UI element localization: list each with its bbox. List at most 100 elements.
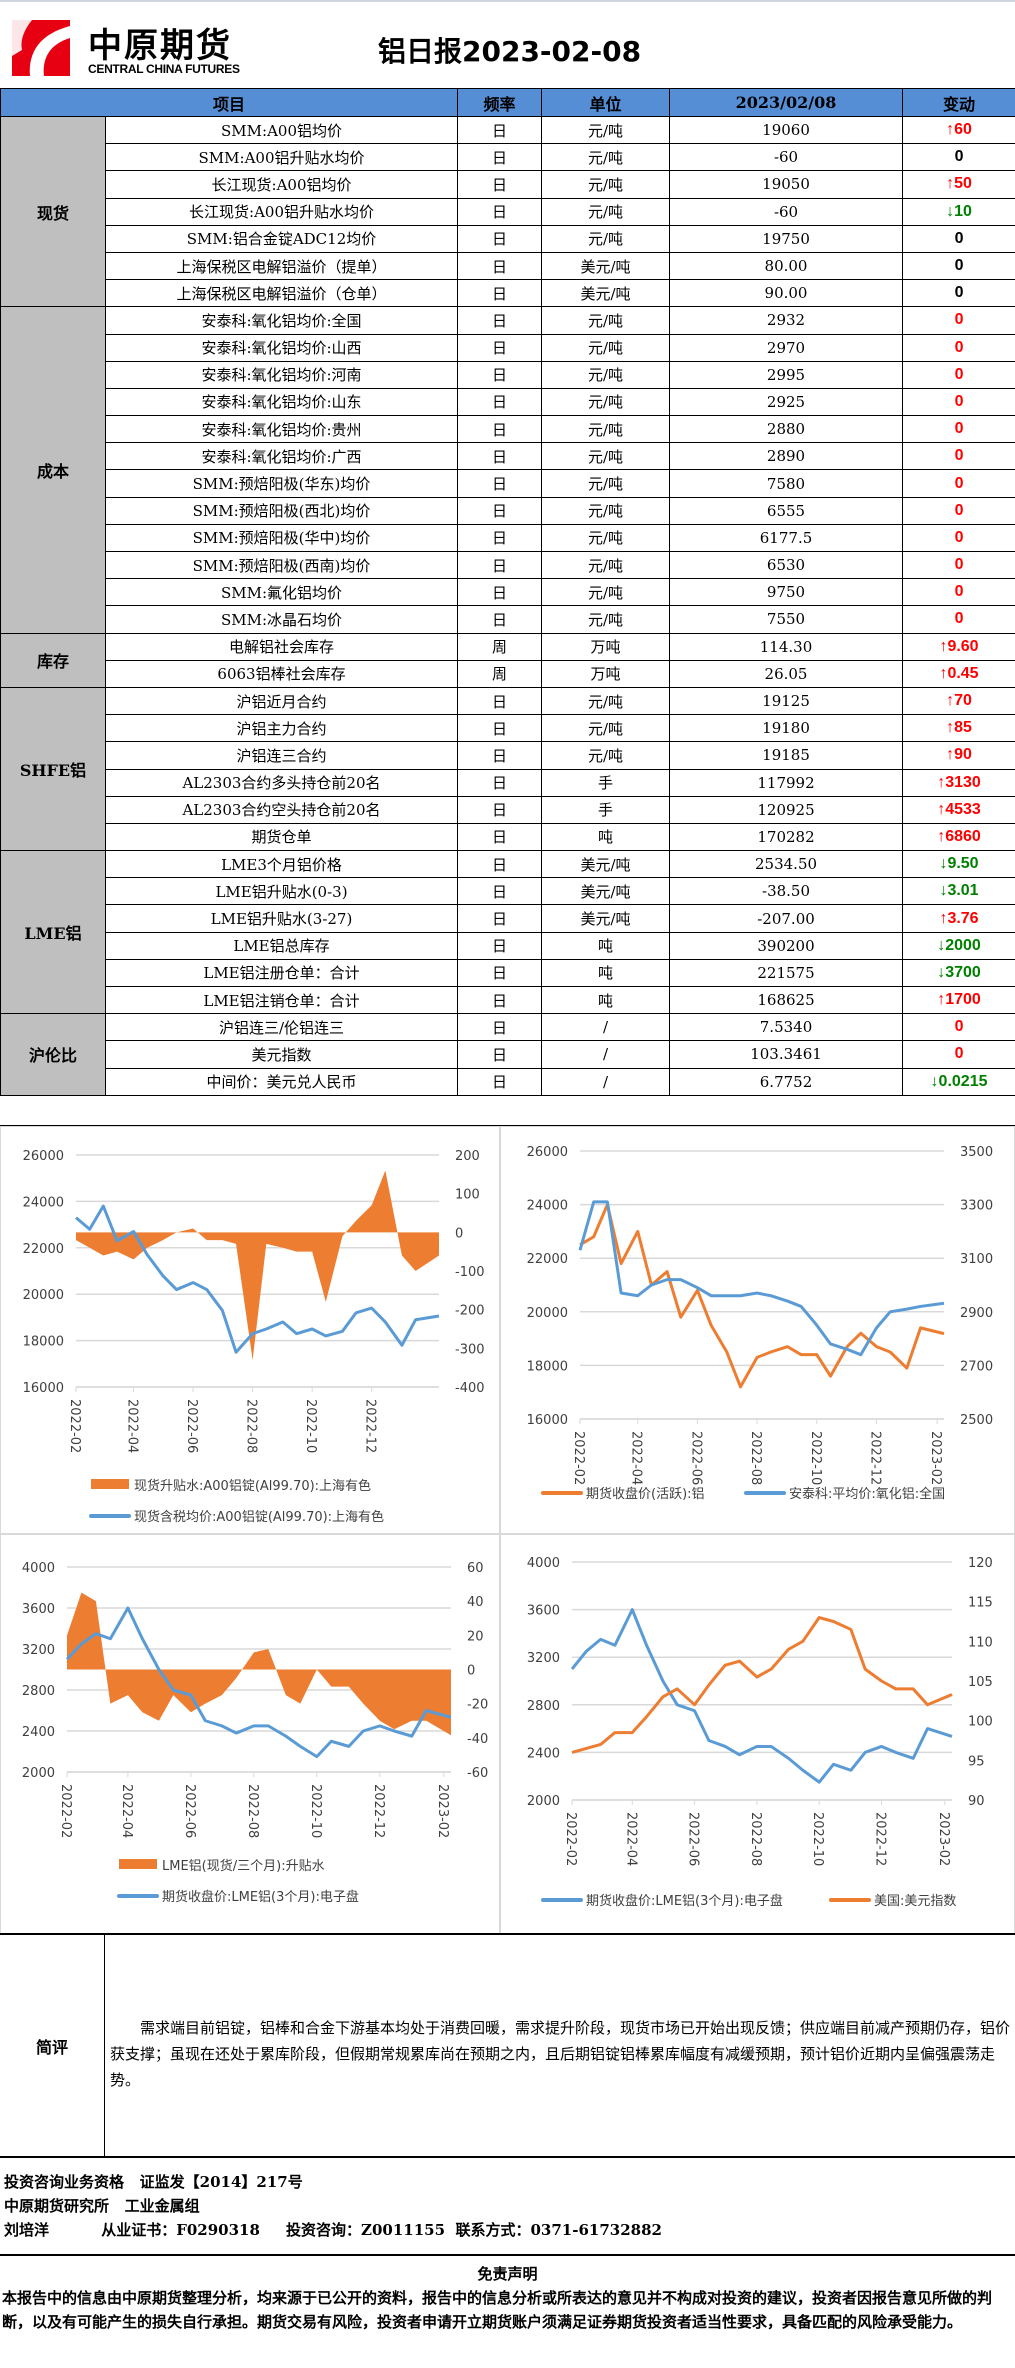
value-cell: 120925 <box>669 795 904 824</box>
y2-tick-label: 3500 <box>960 1145 993 1160</box>
change-cell: 0 <box>902 224 1015 253</box>
x-tick-label: 2023-02 <box>936 1812 951 1866</box>
table-row: 美元指数日/103.3461 0 <box>1 1040 1015 1069</box>
x-tick-label: 2022-12 <box>867 1431 882 1485</box>
value-cell: -207.00 <box>669 904 904 933</box>
change-value: 0 <box>954 583 964 601</box>
change-value: 90 <box>954 746 972 764</box>
value-cell: 6530 <box>669 550 904 580</box>
change-value: 0 <box>954 392 964 410</box>
frequency-cell: 日 <box>457 197 543 226</box>
unit-cell: 元/吨 <box>541 714 671 743</box>
value-cell: 19750 <box>669 224 904 253</box>
series-line-2 <box>75 1204 440 1354</box>
frequency-cell: 日 <box>457 578 543 607</box>
item-cell: 沪铝连三/伦铝连三 <box>104 1013 459 1042</box>
x-tick-label: 2022-04 <box>125 1399 140 1453</box>
arrow-up-icon: ↑ <box>946 175 955 193</box>
frequency-cell: 日 <box>457 387 543 417</box>
y2-tick-label: 60 <box>467 1561 484 1576</box>
comment-text: 需求端目前铝锭，铝棒和合金下游基本均处于消费回暖，需求提升阶段，现货市场已开始出… <box>110 2019 1011 2089</box>
column-header-frequency: 频率 <box>457 88 543 117</box>
y-tick-label: 16000 <box>527 1413 568 1428</box>
company-logo: 中原期货 CENTRAL CHINA FUTURES <box>10 16 280 78</box>
item-cell: 安泰科:氧化铝均价:山西 <box>104 333 459 362</box>
arrow-up-icon: ↑ <box>946 719 955 737</box>
frequency-cell: 日 <box>457 279 543 308</box>
table-row: 安泰科:氧化铝均价:广西日元/吨 2890 0 <box>1 442 1015 471</box>
change-cell: 0 <box>902 333 1015 362</box>
change-cell: ↑90 <box>902 741 1015 770</box>
y-tick-label: 2800 <box>22 1684 55 1699</box>
column-header-date: 2023/02/08 <box>669 88 904 117</box>
y-tick-label: 2800 <box>527 1699 560 1714</box>
value-cell: 170282 <box>669 822 904 852</box>
frequency-cell: 日 <box>457 768 543 797</box>
frequency-cell: 日 <box>457 795 543 824</box>
unit-cell: 元/吨 <box>541 306 671 335</box>
category-cell: LME铝 <box>0 850 106 1015</box>
arrow-down-icon: ↓ <box>937 936 946 954</box>
unit-cell: 美元/吨 <box>541 850 671 879</box>
arrow-up-icon: ↑ <box>939 637 948 655</box>
value-cell: 26.05 <box>669 659 904 688</box>
x-tick-label: 2022-08 <box>245 1784 260 1838</box>
change-value: 0 <box>954 229 964 247</box>
value-cell: 7550 <box>669 605 904 634</box>
item-cell: 期货仓单 <box>104 822 459 852</box>
frequency-cell: 日 <box>457 415 543 444</box>
change-cell: ↓3700 <box>902 958 1015 988</box>
arrow-down-icon: ↓ <box>937 963 946 981</box>
frequency-cell: 日 <box>457 360 543 389</box>
x-tick-label: 2022-04 <box>623 1812 638 1866</box>
change-value: 4533 <box>945 800 981 818</box>
unit-cell: 元/吨 <box>541 143 671 172</box>
table-row: SMM:A00铝升贴水均价日元/吨 -60 0 <box>1 143 1015 172</box>
value-cell: 6555 <box>669 496 904 525</box>
frequency-cell: 日 <box>457 605 543 634</box>
chart-3: 2000 2400 2800 3200 3600 4000 -60 -40 -20 0 20 40 60… <box>0 1534 500 1934</box>
y2-tick-label: -300 <box>455 1342 485 1357</box>
change-value: 0 <box>954 528 964 546</box>
value-cell: 114.30 <box>669 632 904 661</box>
value-cell: 2880 <box>669 415 904 444</box>
arrow-down-icon: ↓ <box>939 882 948 900</box>
frequency-cell: 日 <box>457 523 543 553</box>
table-row: SHFE铝 沪铝近月合约日元/吨 19125 ↑70 <box>0 686 1015 852</box>
unit-cell: 吨 <box>541 958 671 988</box>
item-cell: 安泰科:氧化铝均价:山东 <box>104 387 459 417</box>
x-tick-label: 2022-10 <box>810 1812 825 1866</box>
table-row: 上海保税区电解铝溢价（提单）日美元/吨 80.00 0 <box>1 251 1015 281</box>
column-header-change: 变动 <box>902 88 1015 117</box>
frequency-cell: 日 <box>457 741 543 770</box>
x-tick-label: 2023-02 <box>435 1784 450 1838</box>
change-cell: 0 <box>902 251 1015 281</box>
change-value: 3.76 <box>947 909 979 927</box>
table-row: 安泰科:氧化铝均价:河南日元/吨 2995 0 <box>1 360 1015 389</box>
item-cell: 安泰科:氧化铝均价:贵州 <box>104 415 459 444</box>
comment-label: 简评 <box>0 1935 105 2156</box>
change-value: 0 <box>954 148 964 166</box>
y2-tick-label: -200 <box>455 1304 485 1319</box>
item-cell: LME铝升贴水(3-27) <box>104 904 459 933</box>
change-value: 70 <box>954 692 972 710</box>
unit-cell: 吨 <box>541 931 671 960</box>
item-cell: 上海保税区电解铝溢价（提单） <box>104 251 459 281</box>
change-value: 0 <box>954 1045 964 1063</box>
table-row: SMM:预焙阳极(华东)均价日元/吨 7580 0 <box>1 469 1015 498</box>
series-line-2 <box>65 1606 452 1759</box>
item-cell: 美元指数 <box>104 1040 459 1069</box>
data-table: 项目 频率 单位 2023/02/08 变动 现货 SMM:A00铝均价日元/吨 1… <box>0 88 1015 1096</box>
table-row: SMM:铝合金锭ADC12均价日元/吨 19750 0 <box>1 224 1015 253</box>
y2-tick-label: -20 <box>467 1698 488 1713</box>
table-row: SMM:冰晶石均价日元/吨 7550 0 <box>1 605 1015 634</box>
change-cell: ↑3.76 <box>902 904 1015 933</box>
x-tick-label: 2022-06 <box>688 1431 703 1485</box>
frequency-cell: 日 <box>457 985 543 1015</box>
change-value: 3700 <box>945 963 981 981</box>
y-tick-label: 18000 <box>527 1359 568 1374</box>
change-value: 85 <box>954 719 972 737</box>
item-cell: 电解铝社会库存 <box>104 632 459 661</box>
y-tick-label: 2000 <box>22 1766 55 1781</box>
arrow-up-icon: ↑ <box>937 773 946 791</box>
